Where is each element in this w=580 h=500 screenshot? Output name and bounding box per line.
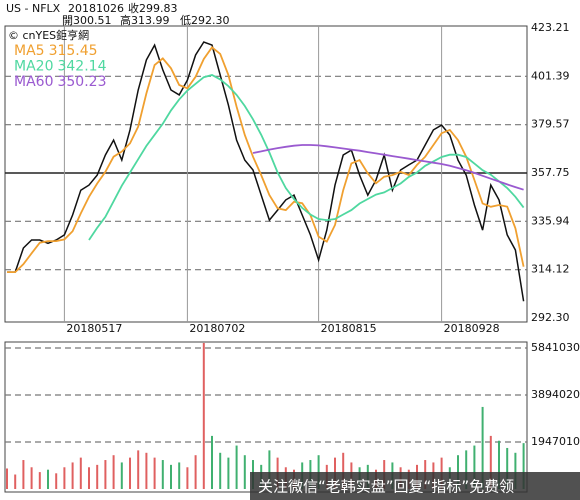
volume-bar: [145, 452, 148, 489]
legend-value: 315.45: [49, 43, 98, 59]
series-line: [252, 144, 524, 191]
legend-name: MA60: [14, 74, 53, 90]
volume-bar: [522, 443, 525, 489]
watermark: 关注微信“老韩实盘”回复“指标”免费领: [258, 478, 514, 496]
price-panel: [4, 25, 528, 323]
symbol: US - NFLX: [6, 2, 61, 15]
y-tick-label: 19470100: [531, 435, 580, 448]
volume-bar: [489, 435, 492, 489]
x-tick-label: 20180517: [66, 322, 122, 335]
volume-bar: [211, 435, 213, 489]
volume-bar: [465, 450, 468, 489]
volume-bar: [22, 460, 25, 489]
volume-bar: [88, 467, 90, 489]
source: © cnYES鉅亨網: [8, 28, 89, 42]
series-line: [7, 45, 525, 273]
volume-bar: [153, 457, 156, 489]
volume-bar: [514, 452, 517, 489]
volume-bar: [79, 457, 82, 489]
y-tick-label: 314.12: [531, 263, 570, 276]
volume-bar: [129, 457, 131, 489]
volume-bar: [506, 447, 509, 489]
volume-bar: [112, 455, 115, 489]
volume-bar: [243, 455, 246, 489]
y-tick-label: 379.57: [531, 118, 570, 131]
volume-bar: [202, 342, 205, 489]
volume-bar: [481, 406, 484, 489]
high-price: 高313.99: [120, 13, 170, 27]
volume-bar: [137, 450, 140, 489]
volume-bar: [227, 457, 230, 489]
open-price: 開300.51: [62, 14, 112, 27]
volume-bar: [473, 445, 476, 489]
volume-bar: [219, 452, 222, 489]
y-tick-label: 423.21: [531, 21, 570, 34]
volume-bar: [194, 455, 197, 489]
volume-bar: [96, 464, 99, 489]
volume-bar: [120, 462, 123, 489]
date: 20181026: [68, 2, 124, 15]
volume-bar: [178, 462, 181, 489]
y-tick-label: 357.75: [531, 166, 570, 179]
x-tick-label: 20180815: [321, 322, 377, 335]
legend-value: 342.14: [57, 59, 106, 75]
volume-bar: [14, 474, 17, 489]
volume-bar: [38, 472, 41, 489]
volume-bar: [71, 462, 74, 489]
y-tick-label: 292.30: [531, 311, 570, 324]
volume-bar: [6, 468, 8, 489]
volume-bar: [161, 460, 164, 489]
legend-name: MA5: [14, 43, 45, 59]
volume-bar: [498, 440, 500, 489]
low-price: 低292.30: [180, 14, 230, 27]
close-price: 收299.83: [128, 1, 178, 15]
x-tick-label: 20180702: [189, 322, 245, 335]
y-tick-label: 38940200: [531, 388, 580, 401]
y-tick-label: 401.39: [531, 69, 570, 82]
volume-bar: [268, 450, 271, 489]
volume-bar: [104, 460, 107, 489]
volume-bar: [63, 467, 66, 489]
volume-bar: [186, 467, 189, 489]
series-line: [88, 74, 525, 241]
x-tick-label: 20180928: [444, 322, 500, 335]
volume-bar: [47, 469, 49, 489]
y-tick-label: 58410300: [531, 341, 580, 354]
legend-name: MA20: [14, 59, 53, 75]
volume-bar: [342, 452, 345, 489]
legend-value: 350.23: [57, 74, 106, 90]
watermark-bg: [250, 472, 580, 500]
y-tick-label: 335.94: [531, 214, 570, 227]
volume-bar: [170, 464, 172, 489]
volume-bar: [55, 473, 58, 489]
series-line: [7, 41, 525, 302]
volume-bar: [30, 467, 33, 489]
volume-bar: [235, 445, 238, 489]
